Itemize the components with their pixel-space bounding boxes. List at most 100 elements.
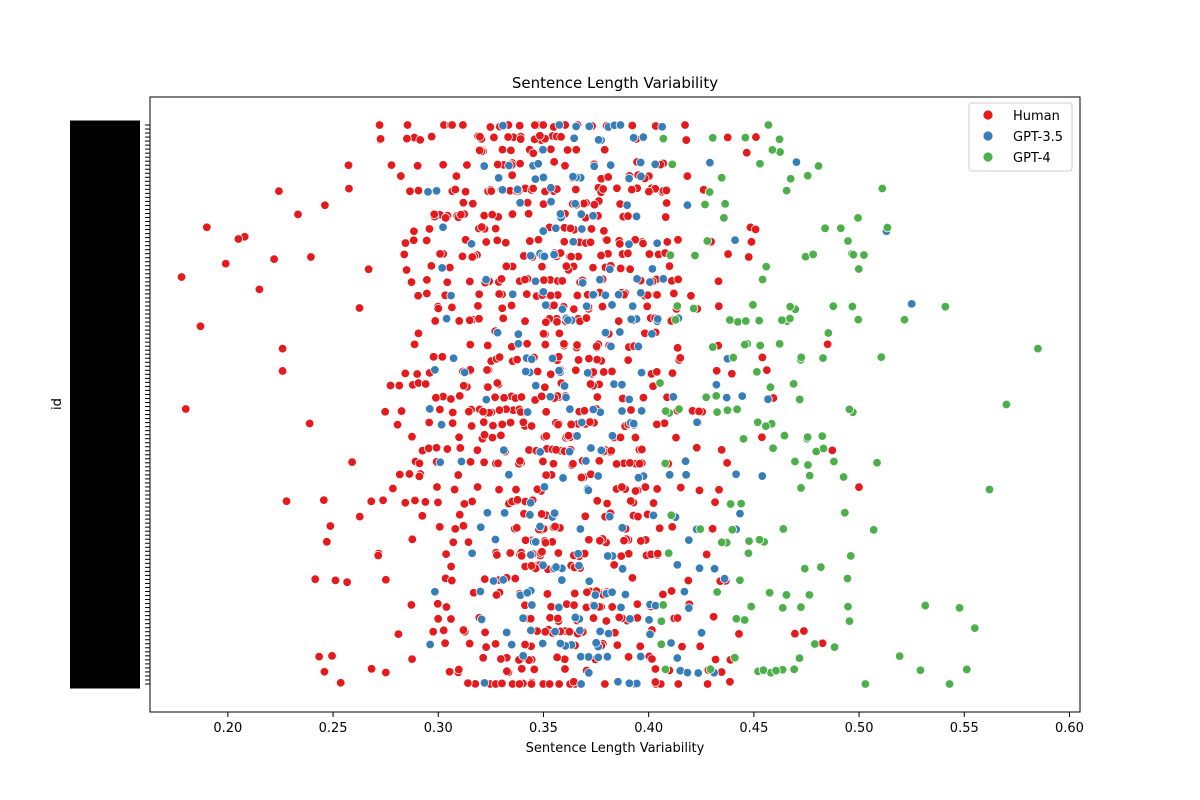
human-point [588,613,599,623]
x-tick-label: 0.40 [634,721,663,736]
human-point [388,483,398,494]
gpt-4-point [984,484,995,495]
human-point [634,459,645,469]
human-point [479,430,490,440]
human-point [571,145,581,155]
human-point [827,445,837,456]
human-point [673,679,684,689]
gpt-3-5-point [479,678,490,688]
human-point [409,235,419,245]
y-tick-labels [70,120,150,689]
human-point [528,148,538,158]
human-point [477,222,487,232]
human-point [505,548,515,558]
gpt-3-5-point [521,366,531,377]
human-point [395,469,405,480]
human-point [447,120,457,130]
human-point [516,392,527,402]
human-point [522,339,532,349]
x-tick-label: 0.25 [319,721,348,736]
human-point [511,484,521,495]
human-point [630,486,641,496]
gpt-3-5-point [681,470,691,480]
gpt-4-point [655,378,665,388]
gpt-4-point [765,382,776,392]
human-point [585,379,596,389]
gpt-3-5-point [588,211,598,221]
human-point [623,355,633,365]
gpt-4-point [854,264,864,274]
human-point [557,276,567,286]
gpt-4-point [736,498,746,509]
gpt-3-5-point [638,132,649,142]
human-point [542,589,553,599]
gpt-3-5-point [459,367,470,378]
human-point [545,613,555,623]
gpt-3-5-point [581,301,592,311]
human-point [431,393,441,403]
gpt-3-5-point [549,249,559,260]
gpt-4-point [725,499,736,509]
human-point [455,391,465,401]
human-point [661,185,672,196]
gpt-3-5-point [573,549,583,559]
gpt-3-5-point [664,470,675,480]
human-point [381,575,391,585]
human-point [727,369,737,379]
x-tick-label: 0.60 [1055,721,1084,736]
gpt-3-5-point [628,133,639,143]
human-point [414,471,425,482]
gpt-3-5-point [576,209,586,219]
human-point [310,574,320,584]
human-point [526,421,537,431]
human-point [676,482,686,493]
gpt-4-point [789,664,799,675]
human-point [602,498,612,509]
human-point [181,404,191,414]
gpt-3-5-point [693,668,703,678]
gpt-3-5-point [525,498,536,508]
gpt-3-5-point [576,651,586,662]
human-point [460,186,471,197]
human-point [502,666,512,676]
human-point [614,612,624,623]
human-point [546,369,556,379]
human-point [293,209,303,220]
human-point [499,393,509,403]
human-point [394,380,405,391]
human-point [221,258,231,269]
gpt-4-point [944,679,955,689]
gpt-3-5-point [680,456,691,466]
human-point [822,339,833,349]
gpt-4-point [758,665,769,675]
gpt-4-point [739,615,750,625]
gpt-3-5-point [636,367,647,378]
gpt-4-point [727,525,738,535]
gpt-4-point [800,563,810,574]
human-point [400,368,410,379]
gpt-3-5-point [431,186,442,196]
human-point [404,469,415,479]
human-point [664,261,675,271]
human-point [400,238,411,248]
gpt-3-5-point [498,120,508,131]
gpt-4-point [695,524,705,534]
gpt-3-5-point [513,339,524,349]
human-point [493,458,503,469]
gpt-3-5-point [557,575,567,585]
x-tick-label: 0.20 [213,721,242,736]
human-point [496,654,506,664]
gpt-4-point [785,313,795,324]
human-point [636,536,646,546]
human-point [585,237,596,247]
gpt-3-5-point [617,523,628,533]
human-point [422,235,432,246]
human-point [585,417,595,427]
human-point [354,303,365,313]
gpt-3-5-point [757,471,767,481]
gpt-3-5-point [632,274,642,284]
gpt-3-5-point [530,537,541,547]
gpt-3-5-point [692,417,702,427]
human-point [512,354,522,365]
gpt-4-point [882,222,893,233]
